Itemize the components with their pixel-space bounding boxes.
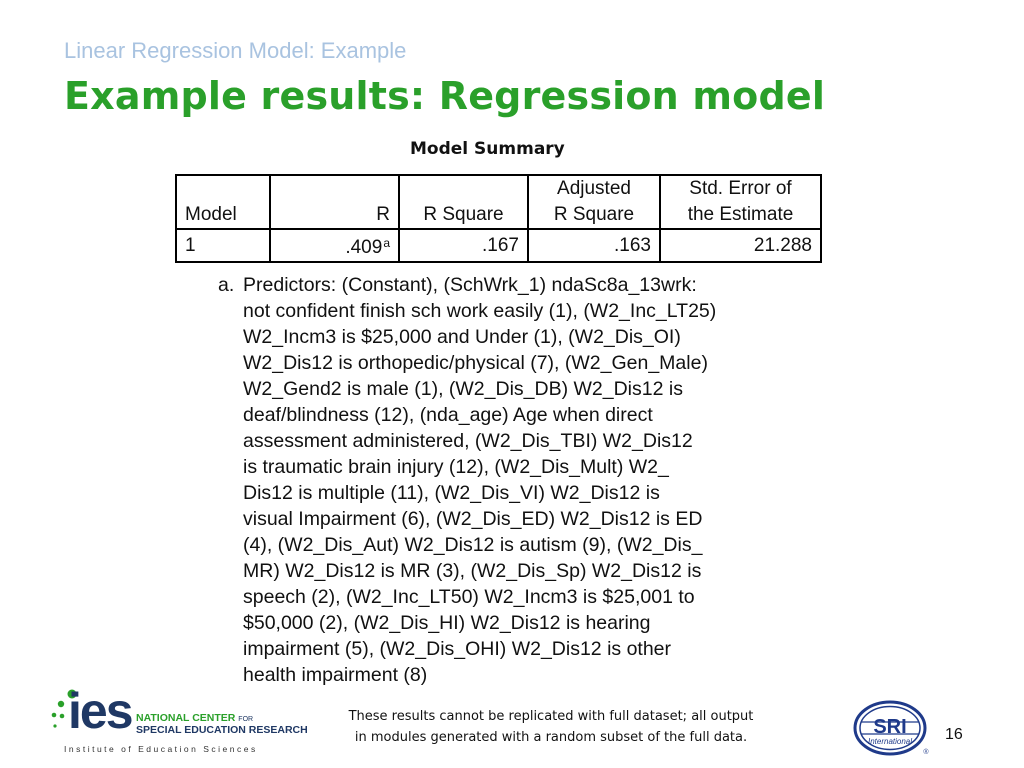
ies-center-name: NATIONAL CENTER FOR SPECIAL EDUCATION RE…: [136, 713, 308, 736]
sri-subtext: International: [868, 737, 912, 746]
model-summary-caption: Model Summary: [410, 139, 565, 159]
header-r: R: [269, 174, 400, 230]
slide-pre-title: Linear Regression Model: Example: [64, 38, 407, 63]
table-header-row: Model R R Square Adjusted R Square Std. …: [175, 174, 822, 230]
predictors-footnote: a. Predictors: (Constant), (SchWrk_1) nd…: [218, 272, 793, 688]
sri-registered-mark: ®: [923, 748, 929, 756]
ies-wordmark: ies: [68, 683, 134, 739]
ies-line1-small: FOR: [238, 716, 254, 723]
header-r-square: R Square: [398, 174, 529, 230]
ies-line1: NATIONAL CENTER: [136, 712, 236, 724]
header-adjusted-line1: Adjusted: [557, 178, 631, 199]
cell-r: .409a: [269, 228, 400, 263]
footnote-text: Predictors: (Constant), (SchWrk_1) ndaSc…: [243, 274, 717, 686]
header-adjusted-r-square: Adjusted R Square: [527, 174, 661, 230]
ies-dots-icon: [51, 689, 77, 728]
ies-subtitle: Institute of Education Sciences: [64, 744, 258, 754]
cell-std-error: 21.288: [659, 228, 822, 263]
sri-wordmark: SRI: [873, 716, 906, 738]
ies-line2: SPECIAL EDUCATION RESEARCH: [136, 724, 308, 736]
cell-r-footnote-marker: a: [383, 236, 390, 250]
cell-adjusted-r-square: .163: [527, 228, 661, 263]
page-number: 16: [945, 726, 963, 743]
slide-title: Example results: Regression model: [64, 74, 826, 118]
ies-logo: ies NATIONAL CENTER FOR SPECIAL EDUCATIO…: [48, 683, 318, 758]
cell-r-value: .409: [345, 237, 383, 258]
header-adjusted-line2: R Square: [553, 204, 635, 225]
cell-r-square: .167: [398, 228, 529, 263]
header-std-error-line2: the Estimate: [687, 204, 794, 225]
footer-disclaimer: These results cannot be replicated with …: [322, 706, 780, 748]
cell-model: 1: [175, 228, 271, 263]
footnote-marker: a.: [218, 274, 235, 296]
disclaimer-line2: in modules generated with a random subse…: [354, 730, 748, 745]
disclaimer-line1: These results cannot be replicated with …: [348, 709, 754, 724]
header-std-error-line1: Std. Error of: [689, 178, 792, 199]
model-summary-table: Model R R Square Adjusted R Square Std. …: [175, 174, 822, 263]
header-model: Model: [175, 174, 271, 230]
header-std-error: Std. Error of the Estimate: [659, 174, 822, 230]
sri-logo-icon: SRI International ®: [853, 700, 929, 756]
table-row: 1 .409a .167 .163 21.288: [175, 228, 822, 263]
